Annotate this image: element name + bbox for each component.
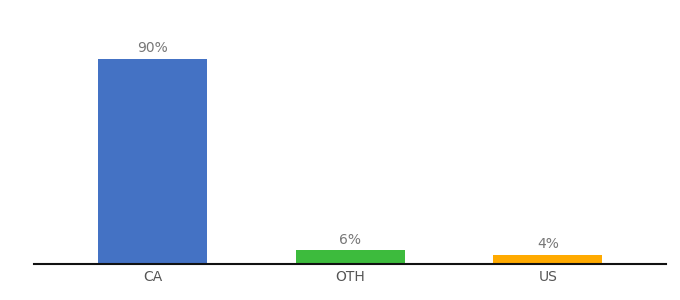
Bar [98,59,207,264]
Text: 4%: 4% [537,238,559,251]
Bar [494,255,602,264]
Text: 90%: 90% [137,41,168,56]
Bar [296,250,405,264]
Text: 6%: 6% [339,233,361,247]
